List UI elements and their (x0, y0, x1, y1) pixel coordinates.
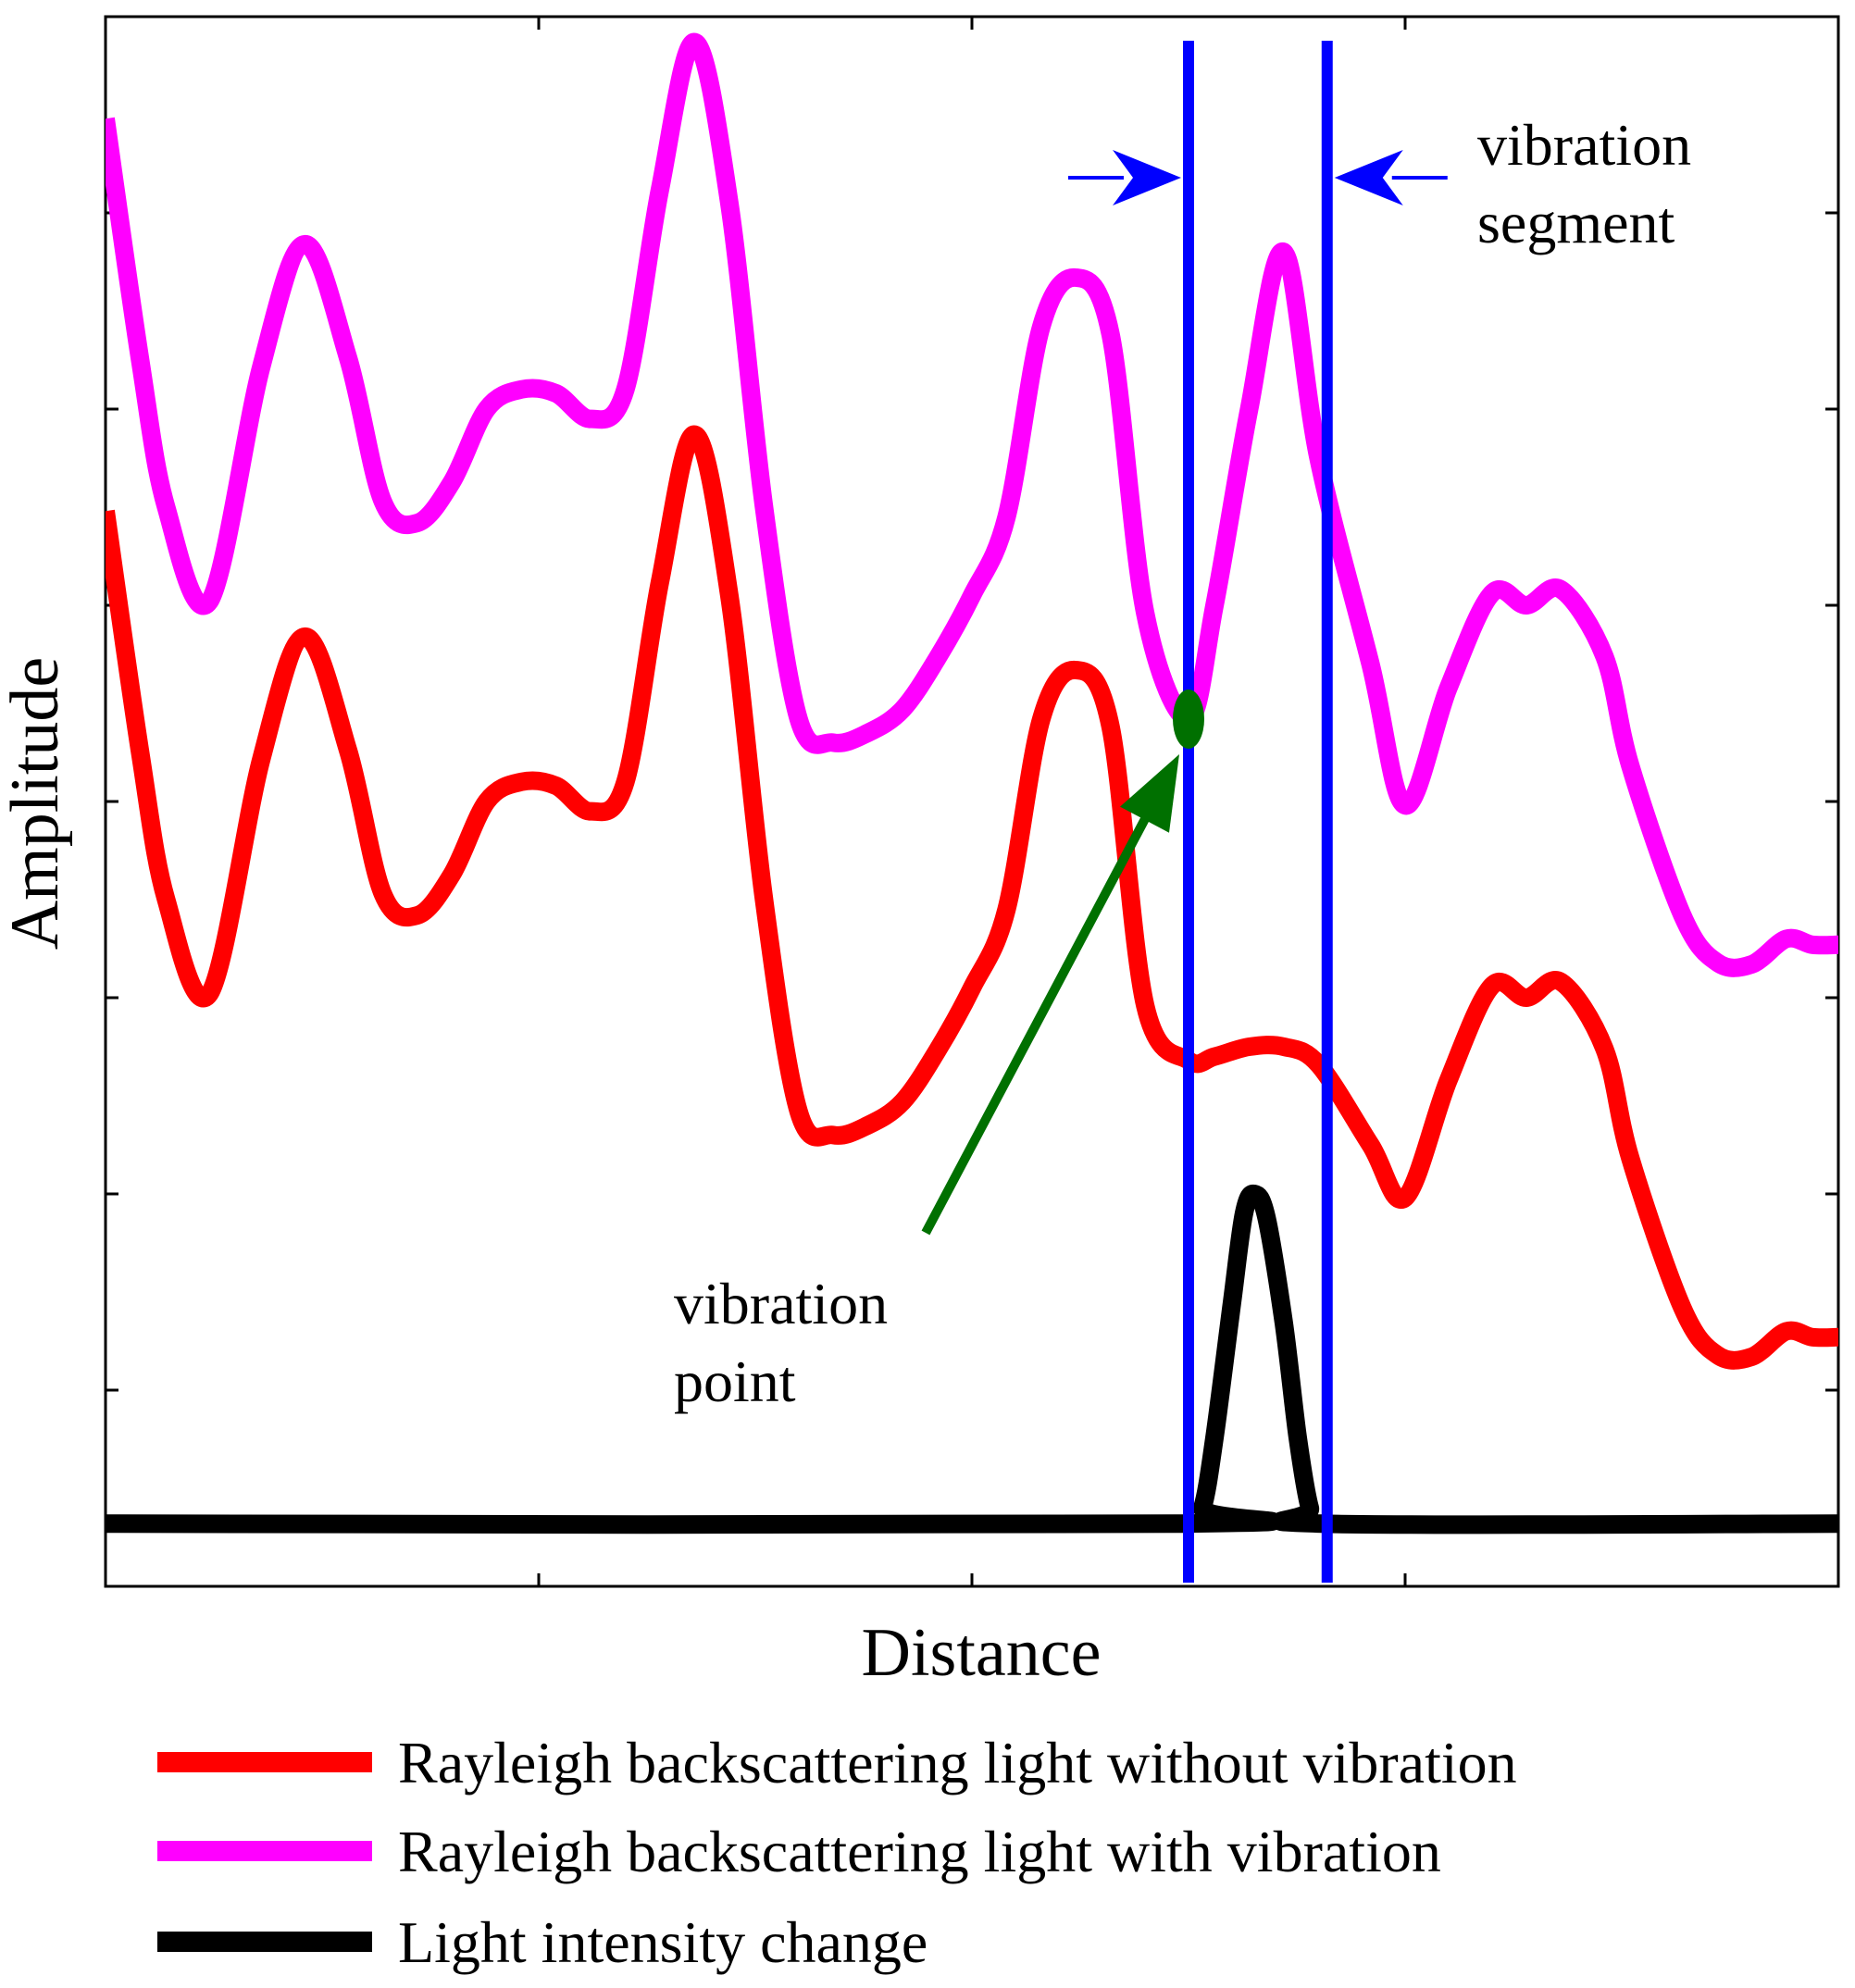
legend-label-intensity-change: Light intensity change (398, 1909, 928, 1975)
annotation-segment-line1: vibration (1477, 112, 1691, 178)
marker-layer (921, 41, 1448, 1583)
series-layer (106, 32, 1838, 1534)
series-line-with-vibration (106, 32, 1838, 977)
legend-label-with-vibration: Rayleigh backscattering light with vibra… (398, 1819, 1441, 1884)
annotation-point-line1: vibration (674, 1271, 888, 1336)
annotation-segment-line2: segment (1477, 190, 1675, 255)
vibration-point-marker (1173, 689, 1204, 749)
segment-arrow-left-head (1113, 150, 1181, 205)
series-line-intensity-change (106, 1184, 1838, 1534)
annotation-point-line2: point (674, 1348, 796, 1414)
series-line-without-vibration (106, 425, 1838, 1370)
x-axis-label: Distance (862, 1615, 1102, 1691)
vibration-point-arrow-shaft (921, 801, 1158, 1236)
segment-arrow-right-head (1334, 150, 1403, 205)
legend: Rayleigh backscattering light without vi… (157, 1730, 1517, 1975)
y-axis-label: Amplitude (0, 657, 73, 951)
axis-ticks (106, 17, 1838, 1586)
vibration-point-arrow-head (1120, 754, 1179, 833)
legend-label-without-vibration: Rayleigh backscattering light without vi… (398, 1730, 1517, 1795)
